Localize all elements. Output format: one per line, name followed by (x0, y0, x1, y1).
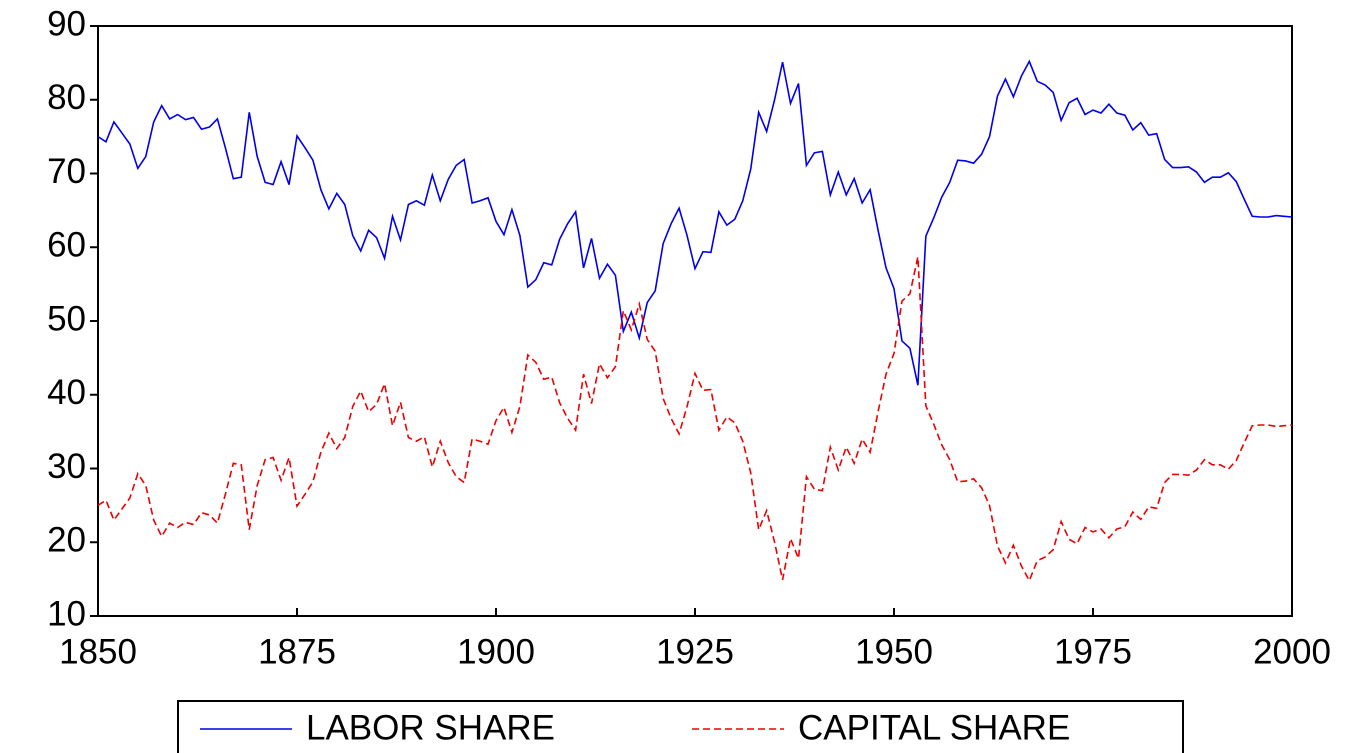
x-tick-label: 1900 (457, 632, 535, 671)
x-tick-label: 1950 (855, 632, 933, 671)
y-tick-label: 50 (47, 299, 86, 338)
series-line (97, 59, 1293, 386)
x-tick-label: 1975 (1054, 632, 1132, 671)
series-line (97, 256, 1293, 583)
x-tick-label: 1850 (59, 632, 137, 671)
y-tick-label: 60 (47, 226, 86, 265)
y-tick-label: 70 (47, 152, 86, 191)
y-tick-label: 10 (47, 594, 86, 633)
y-tick-label: 20 (47, 521, 86, 560)
y-tick-label: 40 (47, 373, 86, 412)
legend-label: CAPITAL SHARE (798, 708, 1070, 747)
x-tick-label: 1925 (656, 632, 734, 671)
y-tick-label: 90 (47, 4, 86, 43)
legend-box (177, 700, 1184, 753)
legend-label: LABOR SHARE (306, 708, 555, 747)
y-tick-label: 30 (47, 447, 86, 486)
y-tick-label: 80 (47, 78, 86, 117)
plot-frame (97, 25, 1293, 617)
x-tick-label: 2000 (1253, 632, 1331, 671)
x-tick-label: 1875 (258, 632, 336, 671)
